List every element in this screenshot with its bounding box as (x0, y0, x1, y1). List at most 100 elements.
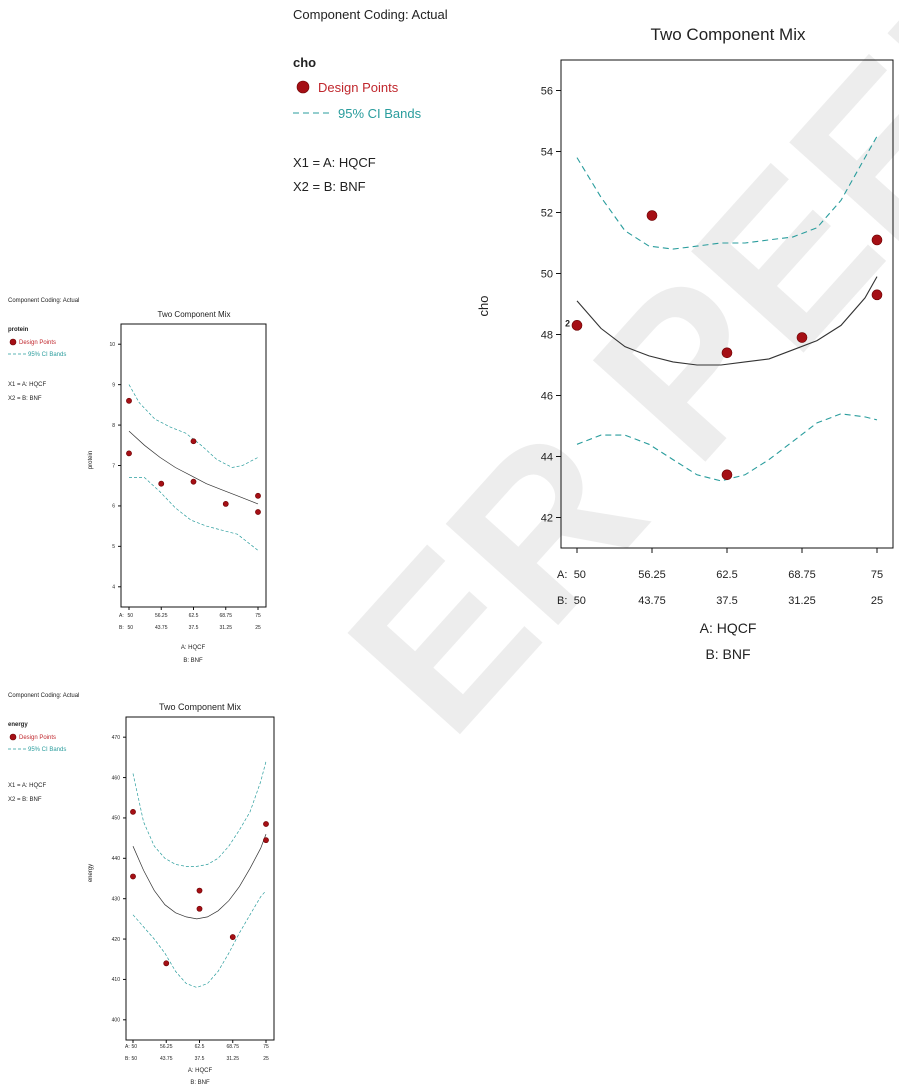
cho-y-tick-label: 46 (541, 390, 553, 402)
cho-x-tick-label-b: 25 (871, 595, 883, 607)
cho-ci-upper-line (576, 136, 878, 250)
cho-ci-lower-line (576, 413, 878, 482)
protein-y-tick-label: 8 (112, 423, 115, 429)
protein-x-tick-label-a: 75 (255, 613, 261, 619)
cho-chart-panel: Component Coding: Actual cho Design Poin… (293, 7, 894, 662)
energy-x-axis-label-b: B: BNF (190, 1080, 210, 1086)
energy-x-tick-label-b: 31.25 (226, 1056, 239, 1062)
protein-y-tick-label: 10 (109, 342, 115, 348)
cho-x-axis-label-a: A: HQCF (700, 620, 757, 636)
cho-legend-title: cho (293, 55, 316, 70)
cho-y-tick-label: 44 (541, 451, 553, 463)
cho-x-tick-label-b: 43.75 (638, 595, 666, 607)
protein-y-tick-label: 4 (112, 585, 115, 591)
energy-y-tick-label: 430 (112, 896, 121, 902)
cho-x-axis-label-b: B: BNF (705, 646, 750, 662)
energy-y-tick-label: 410 (112, 977, 121, 983)
energy-legend-point-icon (9, 733, 17, 741)
protein-x2-label: X2 = B: BNF (8, 396, 42, 402)
energy-design-point (229, 934, 236, 940)
energy-y-tick-label: 470 (112, 735, 121, 741)
energy-x-tick-label-b: 25 (263, 1056, 269, 1062)
protein-row-b-prefix: B: (119, 625, 124, 631)
cho-x-tick-label-a: 62.5 (716, 569, 737, 581)
energy-design-point (263, 821, 269, 827)
protein-y-axis-label: protein (88, 451, 94, 469)
energy-y-tick-label: 450 (112, 816, 121, 822)
protein-x-tick-label-a: 68.75 (219, 613, 232, 619)
energy-x-tick-label-b: 50 (132, 1056, 138, 1062)
cho-y-tick-label: 50 (541, 268, 553, 280)
protein-y-tick-label: 9 (112, 382, 115, 388)
protein-ci-lower-line (129, 477, 259, 551)
energy-legend-points-label: Design Points (19, 735, 56, 741)
protein-y-tick-label: 5 (112, 544, 115, 550)
cho-design-point (871, 234, 883, 246)
energy-x-tick-label-a: 56.25 (160, 1044, 173, 1050)
protein-legend-ci-label: 95% CI Bands (28, 352, 66, 358)
protein-design-point (158, 480, 165, 487)
energy-chart-panel: Component Coding: Actual energy Design P… (0, 690, 290, 1088)
energy-x-tick-label-a: 68.75 (226, 1044, 239, 1050)
cho-design-point (571, 320, 583, 331)
energy-ci-upper-line (132, 761, 267, 867)
cho-legend-ci-label: 95% CI Bands (338, 106, 422, 121)
cho-design-point (721, 469, 733, 481)
cho-coding-label: Component Coding: Actual (293, 7, 448, 22)
energy-fit-line (132, 833, 267, 920)
protein-coding-label: Component Coding: Actual (8, 298, 79, 304)
energy-x-tick-label-a: 62.5 (195, 1044, 205, 1050)
protein-x-axis-label-b: B: BNF (183, 658, 203, 664)
protein-x-tick-label-b: 31.25 (219, 625, 232, 631)
protein-x-axis-label-a: A: HQCF (181, 645, 206, 651)
protein-row-a-prefix: A: (119, 613, 124, 619)
cho-y-tick-label: 54 (541, 146, 553, 158)
cho-legend-point-icon (296, 80, 310, 94)
cho-x2-label: X2 = B: BNF (293, 179, 366, 194)
protein-design-point (255, 509, 261, 515)
energy-legend-title: energy (8, 722, 28, 728)
cho-x-tick-label-a: 68.75 (788, 569, 816, 581)
cho-x-tick-label-b: 31.25 (788, 595, 816, 607)
energy-y-tick-label: 460 (112, 775, 121, 781)
protein-y-tick-label: 7 (112, 463, 115, 469)
energy-y-tick-label: 420 (112, 937, 121, 943)
energy-x-tick-label-a: 75 (263, 1044, 269, 1050)
energy-x-tick-label-a: 50 (132, 1044, 138, 1050)
energy-design-point (196, 887, 203, 894)
protein-x-tick-label-a: 62.5 (189, 613, 199, 619)
energy-x2-label: X2 = B: BNF (8, 797, 42, 803)
energy-design-point (196, 905, 203, 912)
cho-design-point-count-label: 2 (565, 318, 570, 328)
cho-design-point (721, 347, 733, 359)
cho-y-tick-label: 42 (541, 512, 553, 524)
protein-x-tick-label-b: 43.75 (155, 625, 168, 631)
cho-x-tick-label-b: 50 (574, 595, 586, 607)
energy-legend-ci-label: 95% CI Bands (28, 747, 66, 753)
protein-x-tick-label-a: 56.25 (155, 613, 168, 619)
cho-legend-points-label: Design Points (318, 80, 399, 95)
protein-ci-upper-line (128, 384, 259, 468)
protein-design-point (255, 492, 261, 499)
energy-row-a-prefix: A: (125, 1044, 130, 1050)
energy-x-axis-label-a: A: HQCF (188, 1068, 213, 1074)
protein-y-tick-label: 6 (112, 504, 115, 510)
protein-fit-line (128, 430, 259, 505)
cho-chart: Component Coding: Actual cho Design Poin… (293, 7, 894, 662)
energy-ci-lower-line (132, 890, 267, 988)
protein-design-point (190, 478, 197, 485)
protein-chart: Component Coding: Actual protein Design … (8, 298, 267, 664)
energy-chart-title: Two Component Mix (159, 702, 242, 712)
cho-y-tick-label: 48 (541, 329, 553, 341)
energy-design-point (163, 960, 170, 967)
energy-design-point (263, 837, 269, 844)
cho-y-tick-label: 56 (541, 85, 553, 97)
protein-design-point (190, 438, 197, 445)
protein-x-tick-label-a: 50 (128, 613, 134, 619)
cho-y-axis-label: cho (476, 296, 491, 317)
energy-y-tick-label: 400 (112, 1018, 121, 1024)
protein-chart-title: Two Component Mix (158, 310, 231, 319)
cho-chart-title: Two Component Mix (651, 25, 806, 44)
protein-design-point (126, 450, 132, 457)
cho-x-tick-label-b: 37.5 (716, 595, 737, 607)
